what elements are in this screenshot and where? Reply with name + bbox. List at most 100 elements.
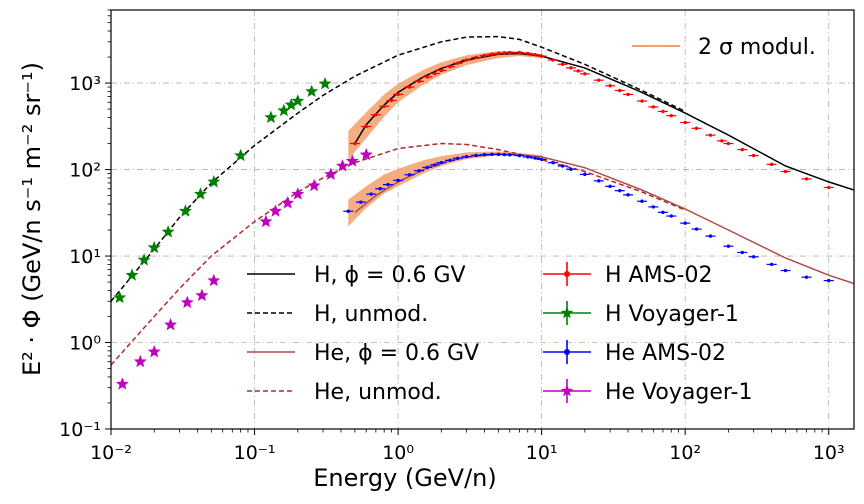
- point-h-ams-02: [720, 139, 724, 143]
- point-h-voyager-1: [318, 76, 332, 90]
- point-h-ams-02: [694, 126, 699, 131]
- legend-label-h-ams-02: H AMS-02: [605, 263, 712, 288]
- point-h-ams-02: [608, 84, 612, 88]
- point-h-ams-02: [474, 55, 478, 60]
- point-h-ams-02: [708, 133, 713, 137]
- x-tick-label: 10¹: [526, 442, 558, 464]
- point-he-ams-02: [474, 153, 478, 158]
- point-h-voyager-1: [305, 84, 319, 97]
- point-h-voyager-1: [178, 204, 192, 217]
- point-he-ams-02: [517, 153, 522, 158]
- point-he-ams-02: [618, 188, 622, 193]
- point-he-voyager-1: [324, 167, 338, 180]
- point-he-ams-02: [769, 262, 774, 267]
- x-tick-label: 10⁻²: [90, 442, 132, 464]
- point-he-ams-02: [740, 250, 745, 255]
- point-h-ams-02: [455, 61, 460, 65]
- point-h-voyager-1: [147, 240, 161, 254]
- point-he-ams-02: [694, 227, 699, 231]
- plot-frame: [110, 9, 855, 430]
- legend-marker-h-ams-02: [564, 271, 570, 277]
- point-h-ams-02: [382, 104, 386, 108]
- point-he-ams-02: [551, 161, 555, 165]
- point-he-ams-02: [708, 234, 713, 238]
- point-h-ams-02: [769, 162, 774, 167]
- point-he-voyager-1: [345, 154, 359, 167]
- y-tick-label: 10³: [69, 73, 101, 95]
- point-he-voyager-1: [180, 295, 194, 309]
- legend-lower: H, ϕ = 0.6 GV H, unmod. He, ϕ = 0.6 GV He, …: [247, 262, 752, 405]
- point-he-ams-02: [569, 167, 573, 171]
- x-tick-label: 10⁻¹: [234, 442, 276, 464]
- series-he-unmod: [111, 142, 686, 366]
- y-tick-label: 10⁰: [69, 333, 101, 355]
- point-h-ams-02: [560, 62, 565, 66]
- point-he-ams-02: [726, 244, 731, 248]
- point-h-ams-02: [490, 52, 494, 57]
- point-h-voyager-1: [194, 187, 207, 200]
- point-h-ams-02: [353, 141, 357, 146]
- point-h-voyager-1: [264, 110, 278, 124]
- point-he-voyager-1: [195, 288, 209, 301]
- point-he-ams-02: [455, 156, 460, 160]
- point-he-ams-02: [597, 179, 601, 183]
- point-he-voyager-1: [133, 354, 147, 368]
- point-h-ams-02: [526, 51, 530, 56]
- x-tick-label: 10⁰: [382, 442, 414, 464]
- point-he-voyager-1: [336, 159, 349, 172]
- point-he-ams-02: [346, 209, 351, 213]
- legend-label-he-0-6-gv: He, ϕ = 0.6 GV: [314, 341, 479, 366]
- point-he-voyager-1: [147, 345, 161, 358]
- point-h-voyager-1: [137, 253, 151, 266]
- point-he-ams-02: [439, 161, 444, 165]
- point-h-ams-02: [626, 92, 630, 97]
- legend-upper: 2 σ modul.: [632, 35, 816, 60]
- point-he-ams-02: [783, 268, 788, 273]
- point-h-ams-02: [597, 78, 601, 82]
- point-he-ams-02: [378, 187, 382, 191]
- point-he-ams-02: [417, 169, 421, 173]
- point-he-ams-02: [464, 154, 469, 159]
- point-he-ams-02: [482, 152, 487, 157]
- point-h-voyager-1: [207, 175, 221, 188]
- x-tick-label: 10²: [669, 442, 701, 464]
- point-he-ams-02: [448, 158, 452, 162]
- point-h-ams-02: [407, 85, 412, 89]
- x-axis-title: Energy (GeV/n): [313, 464, 496, 492]
- point-he-ams-02: [669, 214, 673, 218]
- point-he-voyager-1: [307, 178, 321, 192]
- point-he-ams-02: [608, 184, 612, 189]
- point-he-voyager-1: [291, 187, 305, 200]
- point-he-ams-02: [804, 275, 809, 279]
- point-h-ams-02: [517, 50, 522, 55]
- band-h-2-modul: [348, 51, 542, 160]
- legend-label-he-ams-02: He AMS-02: [605, 341, 726, 366]
- point-h-ams-02: [583, 72, 587, 76]
- plot-area: [111, 35, 854, 390]
- point-h-ams-02: [726, 141, 731, 146]
- point-h-ams-02: [364, 124, 368, 129]
- point-h-ams-02: [751, 153, 756, 158]
- point-he-ams-02: [407, 173, 412, 177]
- grid: [111, 10, 854, 429]
- point-h-ams-02: [551, 58, 555, 62]
- point-he-ams-02: [508, 153, 512, 157]
- point-he-ams-02: [359, 200, 363, 204]
- point-h-ams-02: [569, 66, 573, 70]
- point-he-ams-02: [369, 192, 373, 196]
- point-h-ams-02: [827, 185, 831, 190]
- point-h-ams-02: [576, 69, 580, 73]
- point-he-ams-02: [751, 255, 756, 259]
- point-he-voyager-1: [164, 318, 178, 331]
- legend-label-h-voyager-1: H Voyager-1: [605, 302, 739, 327]
- legend-label-he-voyager-1: He Voyager-1: [605, 380, 752, 405]
- point-h-voyager-1: [291, 94, 305, 107]
- band-he-2-modul: [348, 151, 542, 227]
- point-he-ams-02: [640, 199, 644, 203]
- point-h-ams-02: [448, 64, 452, 69]
- point-h-ams-02: [425, 75, 430, 79]
- point-he-voyager-1: [269, 204, 282, 217]
- point-h-ams-02: [661, 109, 665, 114]
- point-h-voyager-1: [234, 148, 248, 162]
